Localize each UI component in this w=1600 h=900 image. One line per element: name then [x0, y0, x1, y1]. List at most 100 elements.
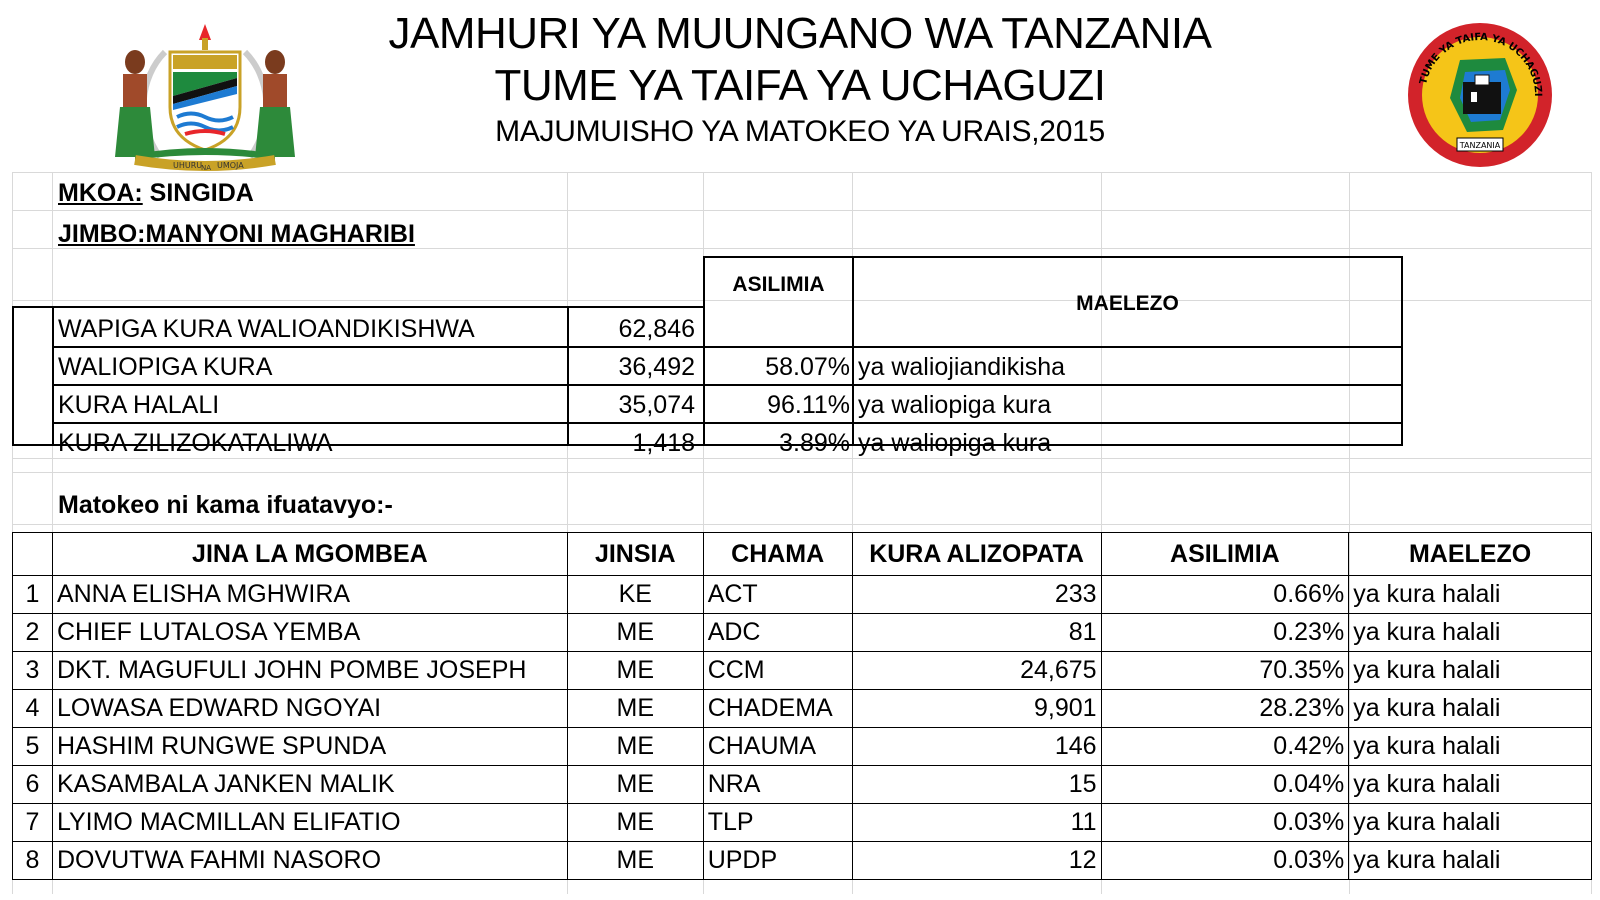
row-number: 5	[12, 727, 53, 766]
summary-label-rejected: KURA ZILIZOKATALIWA	[58, 429, 333, 457]
candidate-votes: 233	[851, 575, 1102, 614]
candidate-note: ya kura halali	[1348, 613, 1592, 652]
table-row: 8 DOVUTWA FAHMI NASORO ME UPDP 12 0.03% …	[12, 841, 1592, 880]
summary-percent-rejected: 3.89%	[779, 429, 850, 457]
motto-word-2: NA	[201, 164, 211, 172]
document-header: JAMHURI YA MUUNGANO WA TANZANIA TUME YA …	[330, 8, 1270, 152]
candidate-percent: 0.23%	[1100, 613, 1350, 652]
candidate-name: DOVUTWA FAHMI NASORO	[51, 841, 568, 880]
summary-label-valid: KURA HALALI	[58, 391, 220, 419]
summary-percent-voted: 58.07%	[765, 353, 850, 381]
summary-value-rejected: 1,418	[632, 429, 695, 457]
candidate-votes: 11	[851, 803, 1102, 842]
summary-label-registered: WAPIGA KURA WALIOANDIKISHWA	[58, 315, 475, 343]
candidate-party: CCM	[702, 651, 853, 690]
row-number: 6	[12, 765, 53, 804]
summary-percent-valid: 96.11%	[767, 391, 850, 419]
candidate-name: LYIMO MACMILLAN ELIFATIO	[51, 803, 568, 842]
candidate-votes: 146	[851, 727, 1102, 766]
coat-of-arms-icon: UHURU NA UMOJA	[115, 24, 295, 172]
summary-value-registered: 62,846	[618, 315, 695, 343]
summary-note-rejected: ya waliopiga kura	[858, 429, 1052, 457]
header-party: CHAMA	[702, 532, 853, 576]
row-number: 2	[12, 613, 53, 652]
candidate-note: ya kura halali	[1348, 575, 1592, 614]
candidate-party: NRA	[702, 765, 853, 804]
summary-note-valid: ya waliopiga kura	[858, 391, 1052, 419]
summary-percent-header: ASILIMIA	[732, 273, 825, 296]
summary-note-voted: ya waliojiandikisha	[858, 353, 1066, 381]
candidate-note: ya kura halali	[1348, 651, 1592, 690]
candidate-party: UPDP	[702, 841, 853, 880]
table-row: 5 HASHIM RUNGWE SPUNDA ME CHAUMA 146 0.4…	[12, 727, 1592, 766]
candidate-gender: ME	[566, 651, 704, 690]
row-number: 7	[12, 803, 53, 842]
summary-value-voted: 36,492	[618, 353, 695, 381]
row-number: 3	[12, 651, 53, 690]
candidate-gender: ME	[566, 841, 704, 880]
row-number: 8	[12, 841, 53, 880]
header-number-cell	[12, 532, 53, 576]
candidate-votes: 12	[851, 841, 1102, 880]
candidate-percent: 0.03%	[1100, 803, 1350, 842]
candidate-note: ya kura halali	[1348, 765, 1592, 804]
candidate-name: KASAMBALA JANKEN MALIK	[51, 765, 568, 804]
candidate-name: HASHIM RUNGWE SPUNDA	[51, 727, 568, 766]
candidate-gender: ME	[566, 689, 704, 728]
header-line-1: JAMHURI YA MUUNGANO WA TANZANIA	[388, 9, 1212, 58]
candidate-percent: 28.23%	[1100, 689, 1350, 728]
table-row: 2 CHIEF LUTALOSA YEMBA ME ADC 81 0.23% y…	[12, 613, 1592, 652]
header-name: JINA LA MGOMBEA	[51, 532, 568, 576]
candidate-note: ya kura halali	[1348, 803, 1592, 842]
region-value: SINGIDA	[149, 179, 254, 207]
candidate-note: ya kura halali	[1348, 727, 1592, 766]
summary-label-voted: WALIOPIGA KURA	[58, 353, 273, 381]
candidate-gender: ME	[566, 727, 704, 766]
header-notes: MAELEZO	[1348, 532, 1592, 576]
candidate-name: ANNA ELISHA MGHWIRA	[51, 575, 568, 614]
candidate-percent: 0.03%	[1100, 841, 1350, 880]
row-number: 1	[12, 575, 53, 614]
header-percent: ASILIMIA	[1100, 532, 1350, 576]
header-gender: JINSIA	[566, 532, 704, 576]
candidate-percent: 0.42%	[1100, 727, 1350, 766]
row-number: 4	[12, 689, 53, 728]
results-header-row: JINA LA MGOMBEA JINSIA CHAMA KURA ALIZOP…	[12, 532, 1592, 576]
motto-word-1: UHURU	[173, 161, 202, 170]
candidate-party: ADC	[702, 613, 853, 652]
candidate-percent: 70.35%	[1100, 651, 1350, 690]
candidate-gender: ME	[566, 803, 704, 842]
table-row: 3 DKT. MAGUFULI JOHN POMBE JOSEPH ME CCM…	[12, 651, 1592, 690]
header-line-2: TUME YA TAIFA YA UCHAGUZI	[494, 61, 1107, 110]
region-line: MKOA: SINGIDA	[58, 174, 254, 212]
results-intro: Matokeo ni kama ifuatavyo:-	[58, 491, 393, 519]
candidate-party: TLP	[702, 803, 853, 842]
table-row: 1 ANNA ELISHA MGHWIRA KE ACT 233 0.66% y…	[12, 575, 1592, 614]
candidate-party: CHADEMA	[702, 689, 853, 728]
summary-notes-header: MAELEZO	[1076, 292, 1179, 315]
candidate-gender: ME	[566, 765, 704, 804]
table-row: 4 LOWASA EDWARD NGOYAI ME CHADEMA 9,901 …	[12, 689, 1592, 728]
constituency-label: JIMBO:MANYONI MAGHARIBI	[58, 220, 415, 248]
candidate-gender: ME	[566, 613, 704, 652]
candidate-gender: KE	[566, 575, 704, 614]
candidate-name: DKT. MAGUFULI JOHN POMBE JOSEPH	[51, 651, 568, 690]
table-row: 6 KASAMBALA JANKEN MALIK ME NRA 15 0.04%…	[12, 765, 1592, 804]
header-line-3: MAJUMUISHO YA MATOKEO YA URAIS,2015	[495, 115, 1105, 148]
seal-bottom-text: TANZANIA	[1459, 141, 1501, 150]
candidate-note: ya kura halali	[1348, 841, 1592, 880]
election-commission-seal-icon: TUME YA TAIFA YA UCHAGUZI TANZANIA	[1408, 23, 1552, 167]
candidate-percent: 0.04%	[1100, 765, 1350, 804]
header-votes: KURA ALIZOPATA	[851, 532, 1102, 576]
candidate-votes: 9,901	[851, 689, 1102, 728]
candidate-name: CHIEF LUTALOSA YEMBA	[51, 613, 568, 652]
candidate-name: LOWASA EDWARD NGOYAI	[51, 689, 568, 728]
candidate-party: CHAUMA	[702, 727, 853, 766]
motto-word-3: UMOJA	[217, 161, 244, 170]
candidate-votes: 24,675	[851, 651, 1102, 690]
results-table: JINA LA MGOMBEA JINSIA CHAMA KURA ALIZOP…	[12, 532, 1592, 880]
summary-value-valid: 35,074	[618, 391, 695, 419]
candidate-votes: 15	[851, 765, 1102, 804]
candidate-percent: 0.66%	[1100, 575, 1350, 614]
table-row: 7 LYIMO MACMILLAN ELIFATIO ME TLP 11 0.0…	[12, 803, 1592, 842]
